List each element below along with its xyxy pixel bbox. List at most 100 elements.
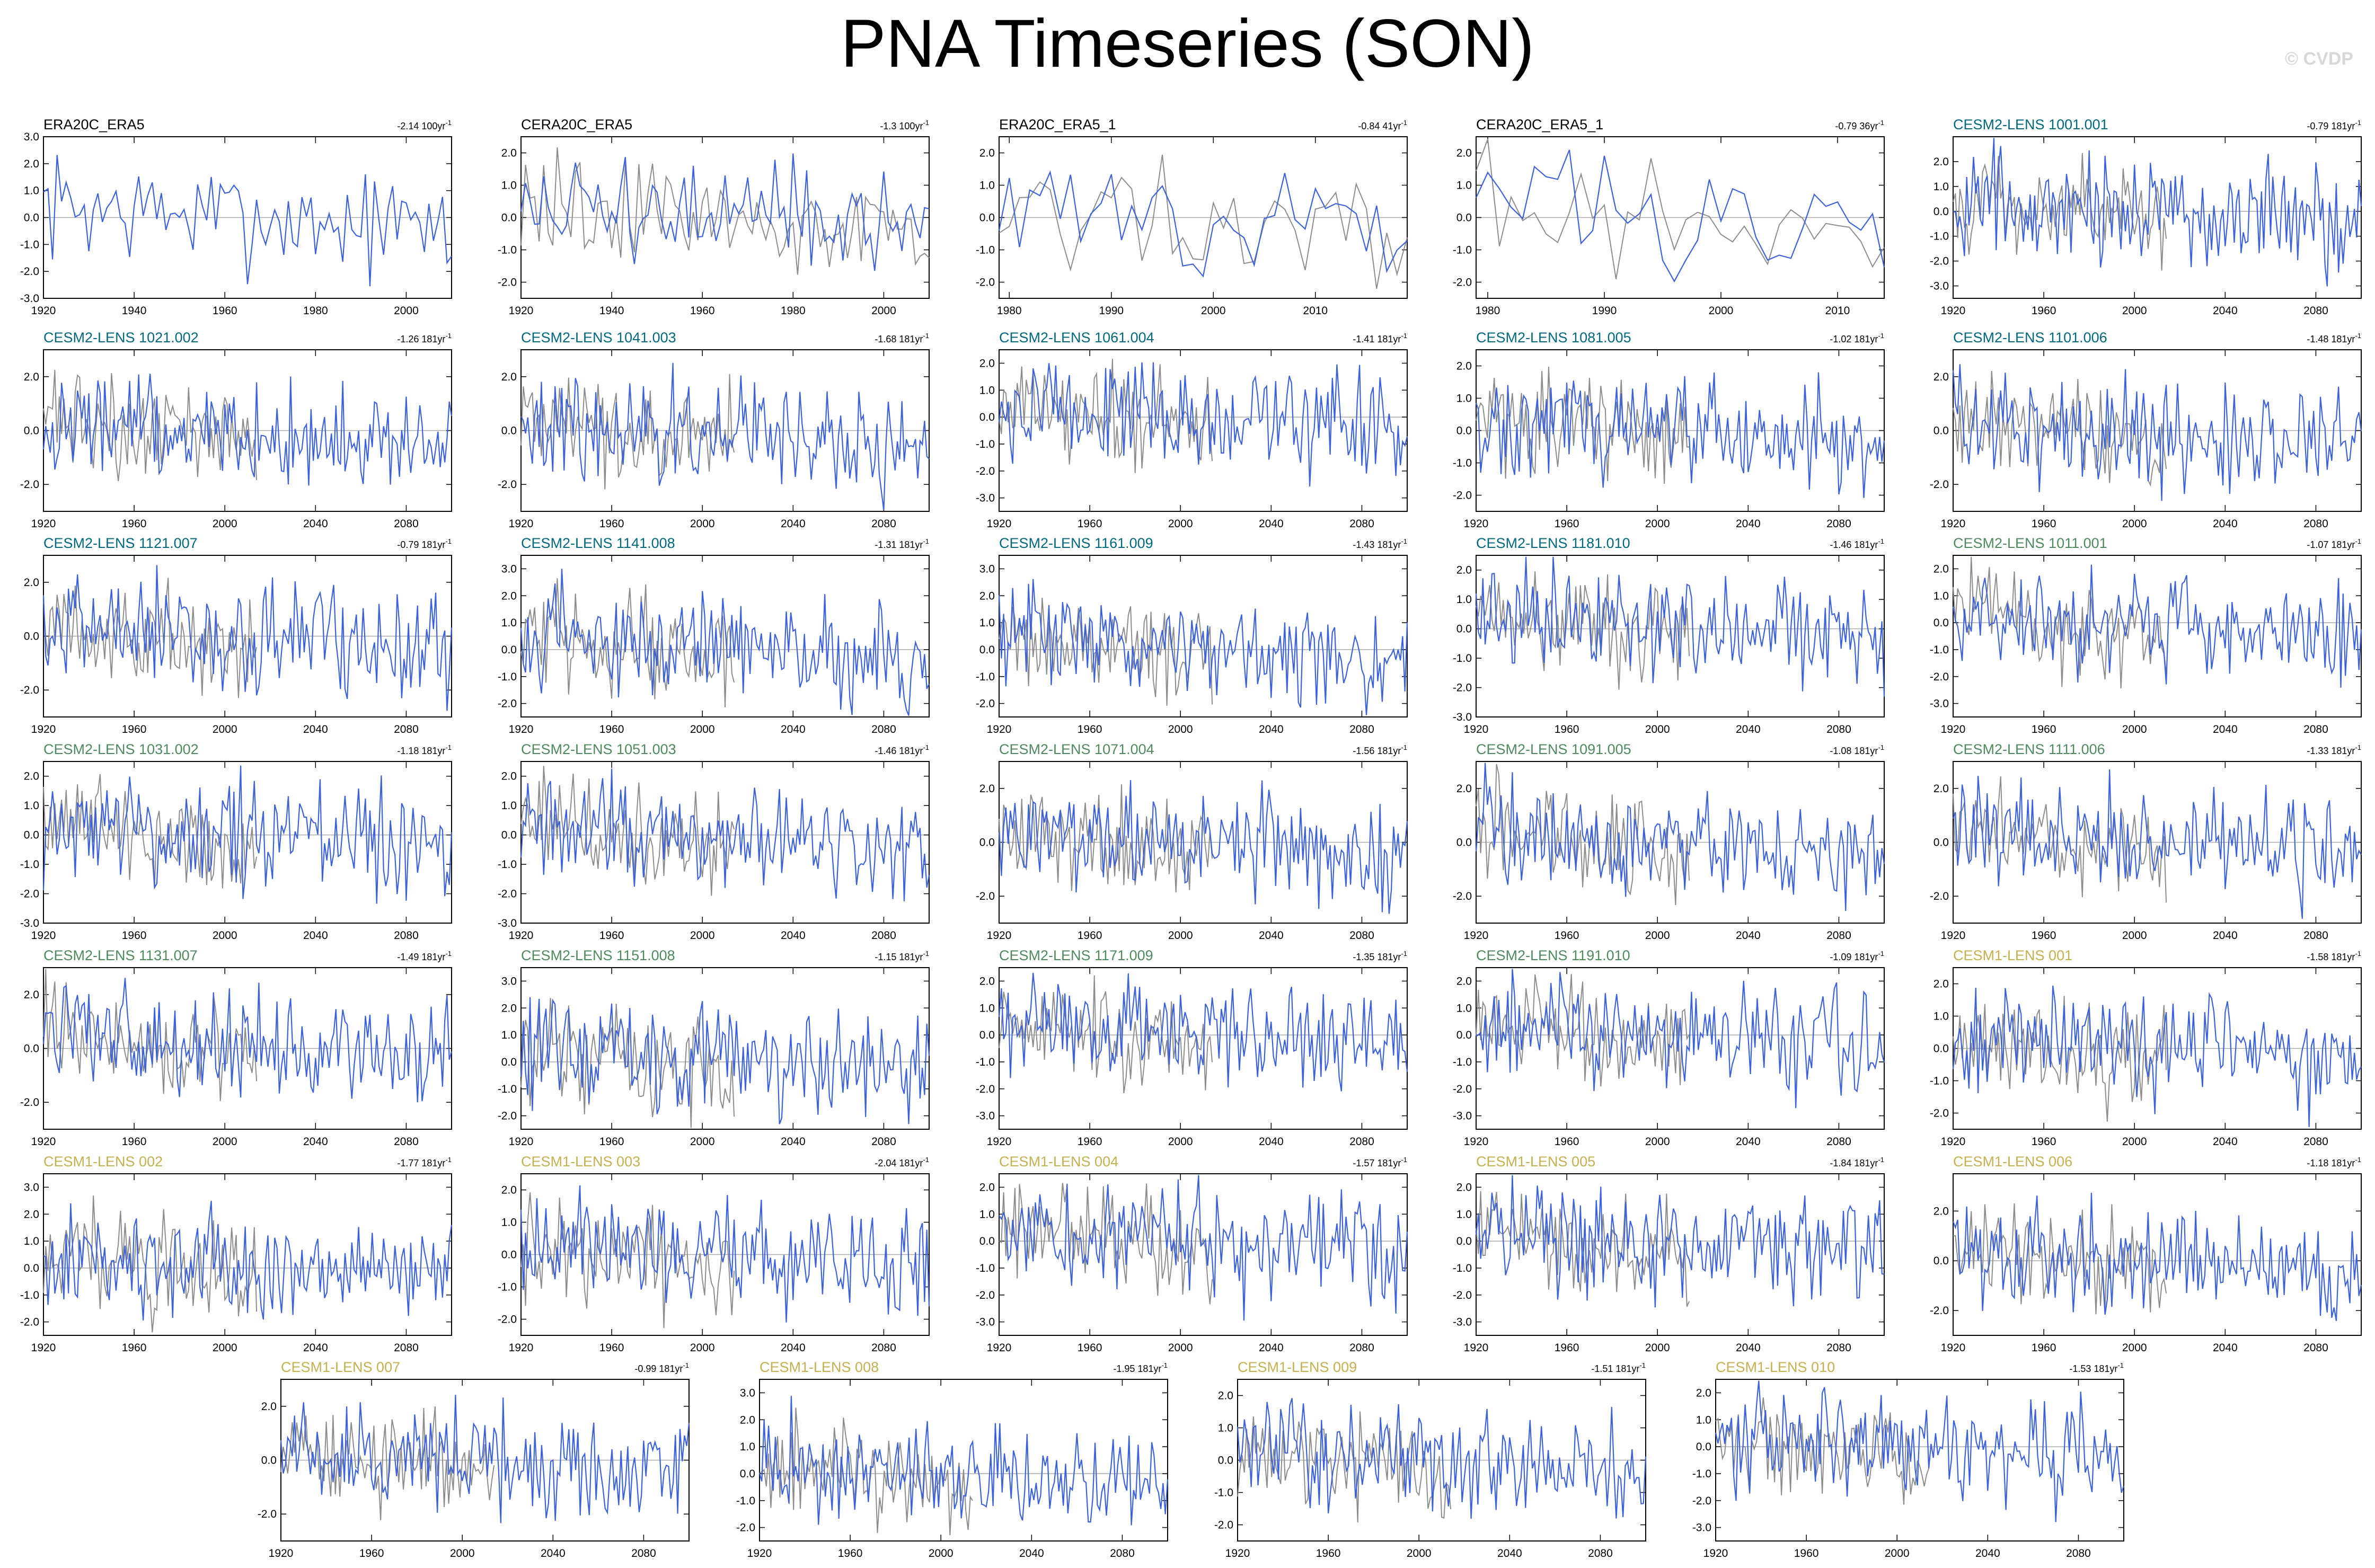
y-tick-label: 2.0	[24, 371, 39, 383]
y-tick-label: -2.0	[976, 698, 995, 710]
model-series-line	[1476, 969, 1885, 1109]
trend-label: -1.31 181yr-1	[875, 537, 929, 550]
y-tick-label: -1.0	[1453, 1262, 1472, 1274]
model-series-line	[42, 765, 453, 904]
model-series-line	[42, 374, 453, 486]
timeseries-panel: CESM1-LENS 005 -1.84 181yr-1 2.0 1.0 0.0 -1.0…	[1433, 1147, 1899, 1362]
y-tick-label: -1.0	[498, 1083, 517, 1095]
y-tick-label: -2.0	[1453, 1083, 1472, 1095]
panel-svg: CESM1-LENS 009 -1.51 181yr-1 2.0 1.0 0.0 -1.0…	[1214, 1359, 1647, 1560]
y-tick-label: 0.0	[1933, 1255, 1949, 1267]
x-tick-label: 2080	[1826, 929, 1851, 942]
panel-svg: CESM2-LENS 1121.007 -0.79 181yr-1 2.0 0.0 -2…	[20, 535, 453, 736]
x-tick-label: 2040	[781, 1342, 806, 1354]
panel-svg: CESM2-LENS 1081.005 -1.02 181yr-1 2.0 1.0 0.…	[1453, 330, 1885, 530]
y-tick-label: 0.0	[1933, 1043, 1949, 1055]
x-tick-label: 2000	[1645, 723, 1670, 736]
y-tick-label: -1.0	[976, 1262, 995, 1274]
y-tick-label: -1.0	[498, 858, 517, 871]
y-tick-label: -1.0	[976, 1056, 995, 1068]
timeseries-panel: CESM2-LENS 1071.004 -1.56 181yr-1 2.0 0.0 -2…	[956, 735, 1422, 950]
y-tick-label: 0.0	[1933, 425, 1949, 437]
x-tick-label: 2000	[1168, 929, 1193, 942]
page-title: PNA Timeseries (SON)	[841, 6, 1534, 82]
timeseries-panel: CESM1-LENS 007 -0.99 181yr-1 2.0 0.0 -2.0 192…	[237, 1353, 704, 1567]
y-tick-label: 2.0	[24, 989, 39, 1001]
y-tick-label: 1.0	[1933, 590, 1949, 602]
x-tick-label: 2040	[303, 723, 328, 736]
x-tick-label: 2040	[541, 1547, 566, 1560]
y-tick-label: 2.0	[1933, 371, 1949, 383]
x-tick-label: 2080	[2303, 305, 2328, 317]
x-tick-label: 2000	[871, 305, 896, 317]
panel-title: CESM2-LENS 1091.005	[1476, 741, 1631, 757]
x-tick-label: 2000	[213, 723, 237, 736]
model-series-line	[280, 1395, 690, 1523]
model-series-line	[998, 170, 1408, 278]
y-tick-label: 1.0	[24, 1235, 39, 1247]
obs-series-line	[1953, 776, 2167, 903]
trend-label: -1.08 181yr-1	[1830, 743, 1884, 756]
panel-title: CESM1-LENS 007	[281, 1359, 400, 1375]
x-tick-label: 1920	[509, 723, 534, 736]
x-tick-label: 2040	[2213, 929, 2238, 942]
trend-label: -1.46 181yr-1	[1830, 537, 1884, 550]
panel-svg: CESM2-LENS 1091.005 -1.08 181yr-1 2.0 0.0 -2…	[1453, 741, 1885, 942]
x-tick-label: 1920	[1703, 1547, 1728, 1560]
x-tick-label: 2080	[2303, 929, 2328, 942]
x-tick-label: 2040	[1736, 1136, 1761, 1148]
y-tick-label: 0.0	[501, 829, 517, 841]
model-series-line	[1475, 372, 1885, 498]
y-tick-label: 0.0	[501, 1249, 517, 1261]
panel-svg: CESM2-LENS 1101.006 -1.48 181yr-1 2.0 0.0 -2…	[1930, 330, 2362, 530]
trend-label: -1.26 181yr-1	[397, 332, 452, 344]
plot-frame	[1476, 555, 1885, 717]
x-tick-label: 1960	[1078, 929, 1102, 942]
y-tick-label: 1.0	[501, 1029, 517, 1041]
x-tick-label: 2040	[1259, 723, 1284, 736]
x-tick-label: 1920	[31, 518, 56, 530]
y-tick-label: -1.0	[976, 244, 995, 256]
x-tick-label: 2080	[394, 929, 419, 942]
y-tick-label: -2.0	[1453, 682, 1472, 694]
y-tick-label: 0.0	[1218, 1455, 1233, 1467]
x-tick-label: 2000	[1645, 518, 1670, 530]
x-tick-label: 1960	[359, 1547, 384, 1560]
x-tick-label: 1920	[1941, 1342, 1966, 1354]
y-tick-label: -2.0	[20, 684, 39, 696]
panel-svg: CESM1-LENS 004 -1.57 181yr-1 2.0 1.0 0.0 -1.0…	[976, 1154, 1408, 1354]
obs-series-line	[1237, 1411, 1452, 1523]
x-tick-label: 1920	[1941, 518, 1966, 530]
x-tick-label: 2000	[1645, 1136, 1670, 1148]
x-tick-label: 2040	[1019, 1547, 1044, 1560]
model-series-line	[1952, 985, 2362, 1127]
x-tick-label: 2000	[690, 1136, 715, 1148]
panel-title: CESM2-LENS 1001.001	[1953, 117, 2108, 132]
trend-label: -2.04 181yr-1	[875, 1156, 929, 1168]
x-tick-label: 1990	[1099, 305, 1124, 317]
x-tick-label: 2080	[2303, 1342, 2328, 1354]
y-tick-label: -2.0	[498, 479, 517, 491]
x-tick-label: 1960	[1316, 1547, 1341, 1560]
timeseries-panel: CESM2-LENS 1191.010 -1.09 181yr-1 2.0 1.0 0.…	[1433, 941, 1899, 1156]
panel-svg: ERA20C_ERA5 -2.14 100yr-1 3.0 2.0 1.0 0.0 -1.0…	[20, 117, 452, 317]
y-tick-label: 1.0	[501, 617, 517, 629]
x-tick-label: 1940	[599, 305, 624, 317]
timeseries-panel: CESM2-LENS 1011.001 -1.07 181yr-1 2.0 1.0 0.…	[1910, 529, 2375, 743]
y-tick-label: -2.0	[976, 1083, 995, 1095]
obs-series-line	[43, 969, 258, 1102]
x-tick-label: 2040	[1259, 518, 1284, 530]
trend-label: -0.99 181yr-1	[634, 1361, 689, 1374]
x-tick-label: 1960	[1794, 1547, 1819, 1560]
x-tick-label: 1960	[1078, 1342, 1102, 1354]
x-tick-label: 1980	[997, 305, 1022, 317]
y-tick-label: -1.0	[498, 244, 517, 256]
trend-label: -1.3 100yr-1	[880, 119, 929, 131]
trend-label: -1.07 181yr-1	[2307, 537, 2361, 550]
x-tick-label: 2080	[1349, 929, 1374, 942]
y-tick-label: -2.0	[258, 1508, 277, 1520]
y-tick-label: 0.0	[24, 631, 39, 643]
x-tick-label: 1960	[599, 1342, 624, 1354]
x-tick-label: 1920	[31, 305, 56, 317]
y-tick-label: 2.0	[1933, 156, 1949, 168]
